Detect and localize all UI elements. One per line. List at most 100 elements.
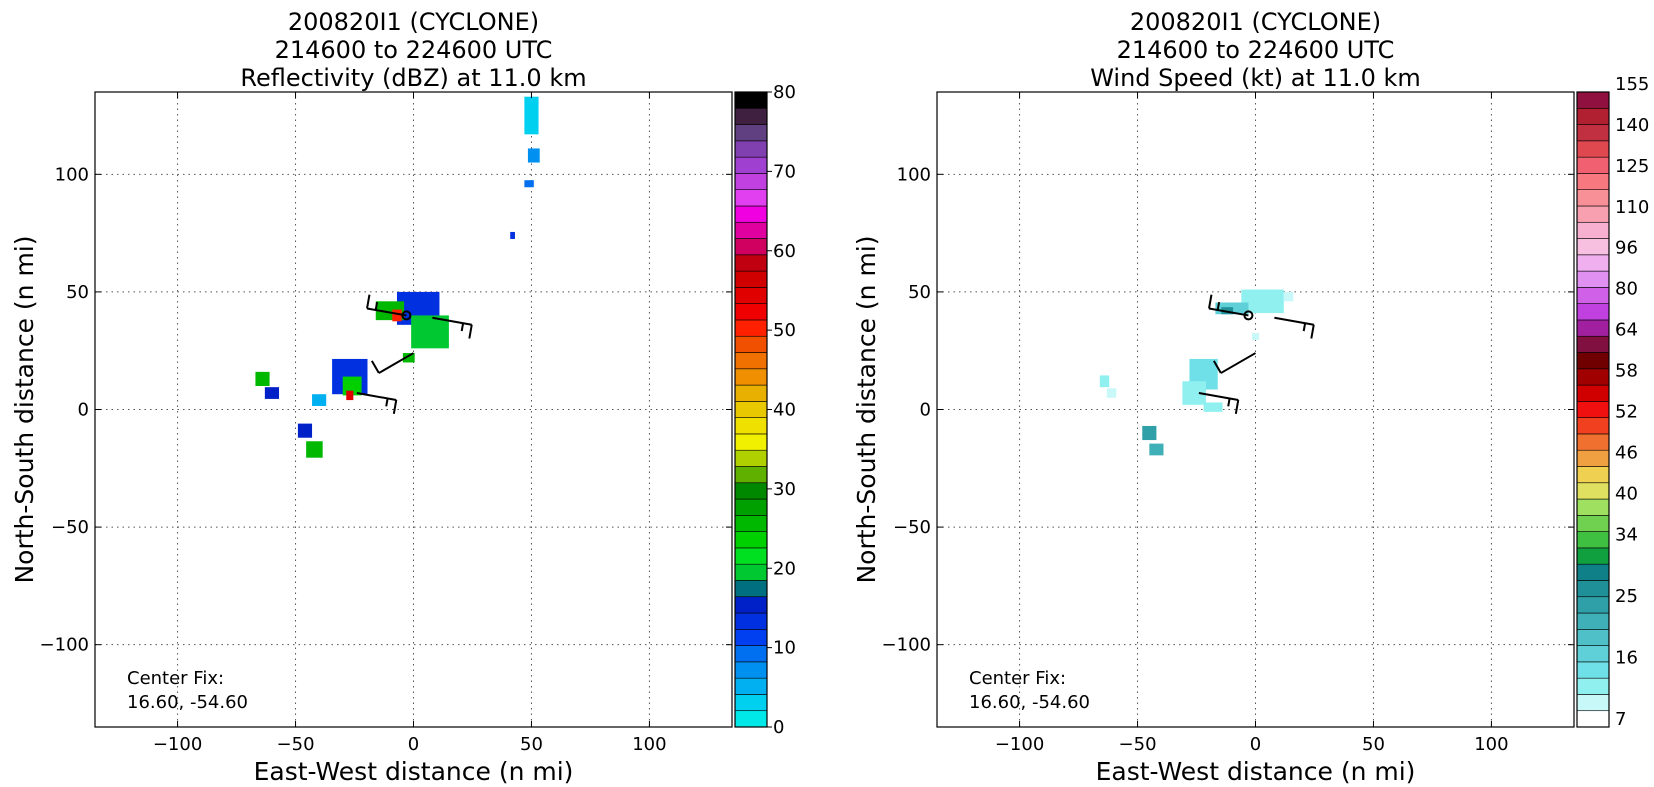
x-tick-label: 0 — [1250, 734, 1261, 755]
colorbar-tick-label: 40 — [1615, 484, 1638, 505]
y-axis-label: North-South distance (n mi) — [852, 235, 881, 583]
wind-barb-half-flag — [374, 301, 379, 311]
colorbar-bin — [734, 661, 768, 679]
colorbar-bin — [734, 319, 768, 337]
colorbar-bin — [734, 694, 768, 712]
colorbar-bin — [734, 156, 768, 174]
wind-barb-staff — [356, 392, 397, 401]
wind-barb — [432, 316, 473, 339]
grid — [95, 92, 732, 727]
colorbar-tick-label: 7 — [1615, 709, 1626, 730]
colorbar-bin — [1576, 107, 1610, 125]
wind-barb — [356, 392, 398, 414]
y-tick-label: −100 — [40, 635, 89, 656]
wind-barb-half-flag — [460, 323, 465, 332]
x-tick-label: 50 — [1362, 734, 1385, 755]
colorbar-bin — [734, 140, 768, 158]
center-fix-label: Center Fix: — [127, 668, 224, 689]
wind-barb-staff — [366, 307, 407, 317]
colorbar-tick-label: 34 — [1615, 525, 1638, 546]
colorbar-bin — [1576, 629, 1610, 646]
colorbar-bin — [1576, 254, 1610, 272]
wind-barb — [1212, 352, 1257, 374]
wind-barb-flag — [366, 294, 371, 309]
y-tick-label: 0 — [78, 400, 89, 421]
colorbar-tick-label: 80 — [773, 82, 796, 103]
colorbar-bin — [1576, 124, 1610, 142]
colorbar-bin — [1576, 661, 1610, 679]
x-tick-label: 100 — [632, 734, 666, 755]
data-cell — [392, 309, 402, 322]
center-fix-value: 16.60, -54.60 — [127, 692, 248, 713]
wind-barb-flag — [392, 399, 398, 414]
wind-barb-flag — [1234, 399, 1240, 414]
data-cell — [346, 390, 354, 401]
x-tick-label: 100 — [1474, 734, 1508, 755]
colorbar-bin — [1576, 238, 1610, 256]
wind-barb — [370, 352, 414, 374]
colorbar-bin — [1576, 352, 1610, 370]
colorbar-bin — [1576, 612, 1610, 630]
y-tick-label: −50 — [893, 517, 931, 538]
colorbar-bin — [1576, 384, 1610, 402]
colorbar-bin — [1576, 287, 1610, 304]
y-tick-label: 0 — [920, 400, 931, 421]
colorbar-bin — [734, 287, 768, 304]
x-tick-label: −100 — [153, 734, 202, 755]
chart-title-line: 200820I1 (CYCLONE) — [1130, 8, 1381, 36]
x-tick-label: −50 — [277, 734, 315, 755]
wind-barb-staff — [378, 352, 414, 374]
wind-barbs — [356, 294, 473, 414]
wind-barbs — [1198, 294, 1315, 414]
wind-barb-flag — [1212, 360, 1222, 374]
data-cell — [1099, 375, 1110, 388]
data-cells — [255, 96, 540, 458]
wind-barb-half-flag — [1227, 398, 1231, 407]
x-tick-label: 50 — [520, 734, 543, 755]
colorbar: 7 16 25 34 40 46 52 58 64 80 96 110 125 140 155 — [1576, 74, 1649, 730]
chart-title-line: 214600 to 224600 UTC — [275, 36, 553, 64]
colorbar-bin — [734, 238, 768, 256]
colorbar-bin — [734, 612, 768, 630]
chart-title-line: 200820I1 (CYCLONE) — [288, 8, 539, 36]
x-axis-label: East-West distance (n mi) — [1096, 757, 1416, 786]
colorbar-tick-label: 40 — [773, 400, 796, 421]
data-cell — [402, 353, 415, 363]
x-tick-label: −50 — [1119, 734, 1157, 755]
colorbar-bin — [734, 466, 768, 484]
colorbar-bin — [734, 645, 768, 663]
colorbar-bin — [1576, 401, 1610, 418]
grid — [937, 92, 1574, 727]
colorbar-bin — [734, 124, 768, 142]
data-cell — [1182, 381, 1206, 405]
wind-barb — [1198, 392, 1240, 414]
data-cell — [1251, 333, 1260, 341]
colorbar-tick-label: 110 — [1615, 197, 1649, 218]
data-cell — [1283, 291, 1294, 302]
data-cell — [411, 315, 449, 349]
data-cell — [524, 96, 539, 135]
colorbar-tick-label: 155 — [1615, 74, 1649, 95]
colorbar-bin — [1576, 515, 1610, 532]
chart-title-line: Wind Speed (kt) at 11.0 km — [1090, 64, 1421, 92]
y-axis-label: North-South distance (n mi) — [10, 235, 39, 583]
data-cell — [527, 148, 540, 163]
colorbar-tick-label: 20 — [773, 558, 796, 579]
colorbar-bin — [734, 254, 768, 272]
colorbar-bin — [734, 482, 768, 500]
colorbar-bin — [1576, 303, 1610, 321]
colorbar-bin — [1576, 189, 1610, 207]
colorbar-bin — [1576, 677, 1610, 695]
data-cell — [1142, 425, 1157, 441]
wind-barb-flag — [468, 324, 473, 339]
colorbar-bin — [734, 547, 768, 565]
colorbar-bin — [734, 335, 768, 353]
data-cell — [297, 423, 313, 438]
colorbar-bin — [1576, 547, 1610, 565]
colorbar-bin — [1576, 368, 1610, 386]
colorbar-tick-label: 58 — [1615, 361, 1638, 382]
colorbar-bin — [1576, 645, 1610, 663]
wind-barb-flag — [1208, 294, 1213, 309]
colorbar-bin — [734, 221, 768, 239]
x-tick-label: −100 — [995, 734, 1044, 755]
